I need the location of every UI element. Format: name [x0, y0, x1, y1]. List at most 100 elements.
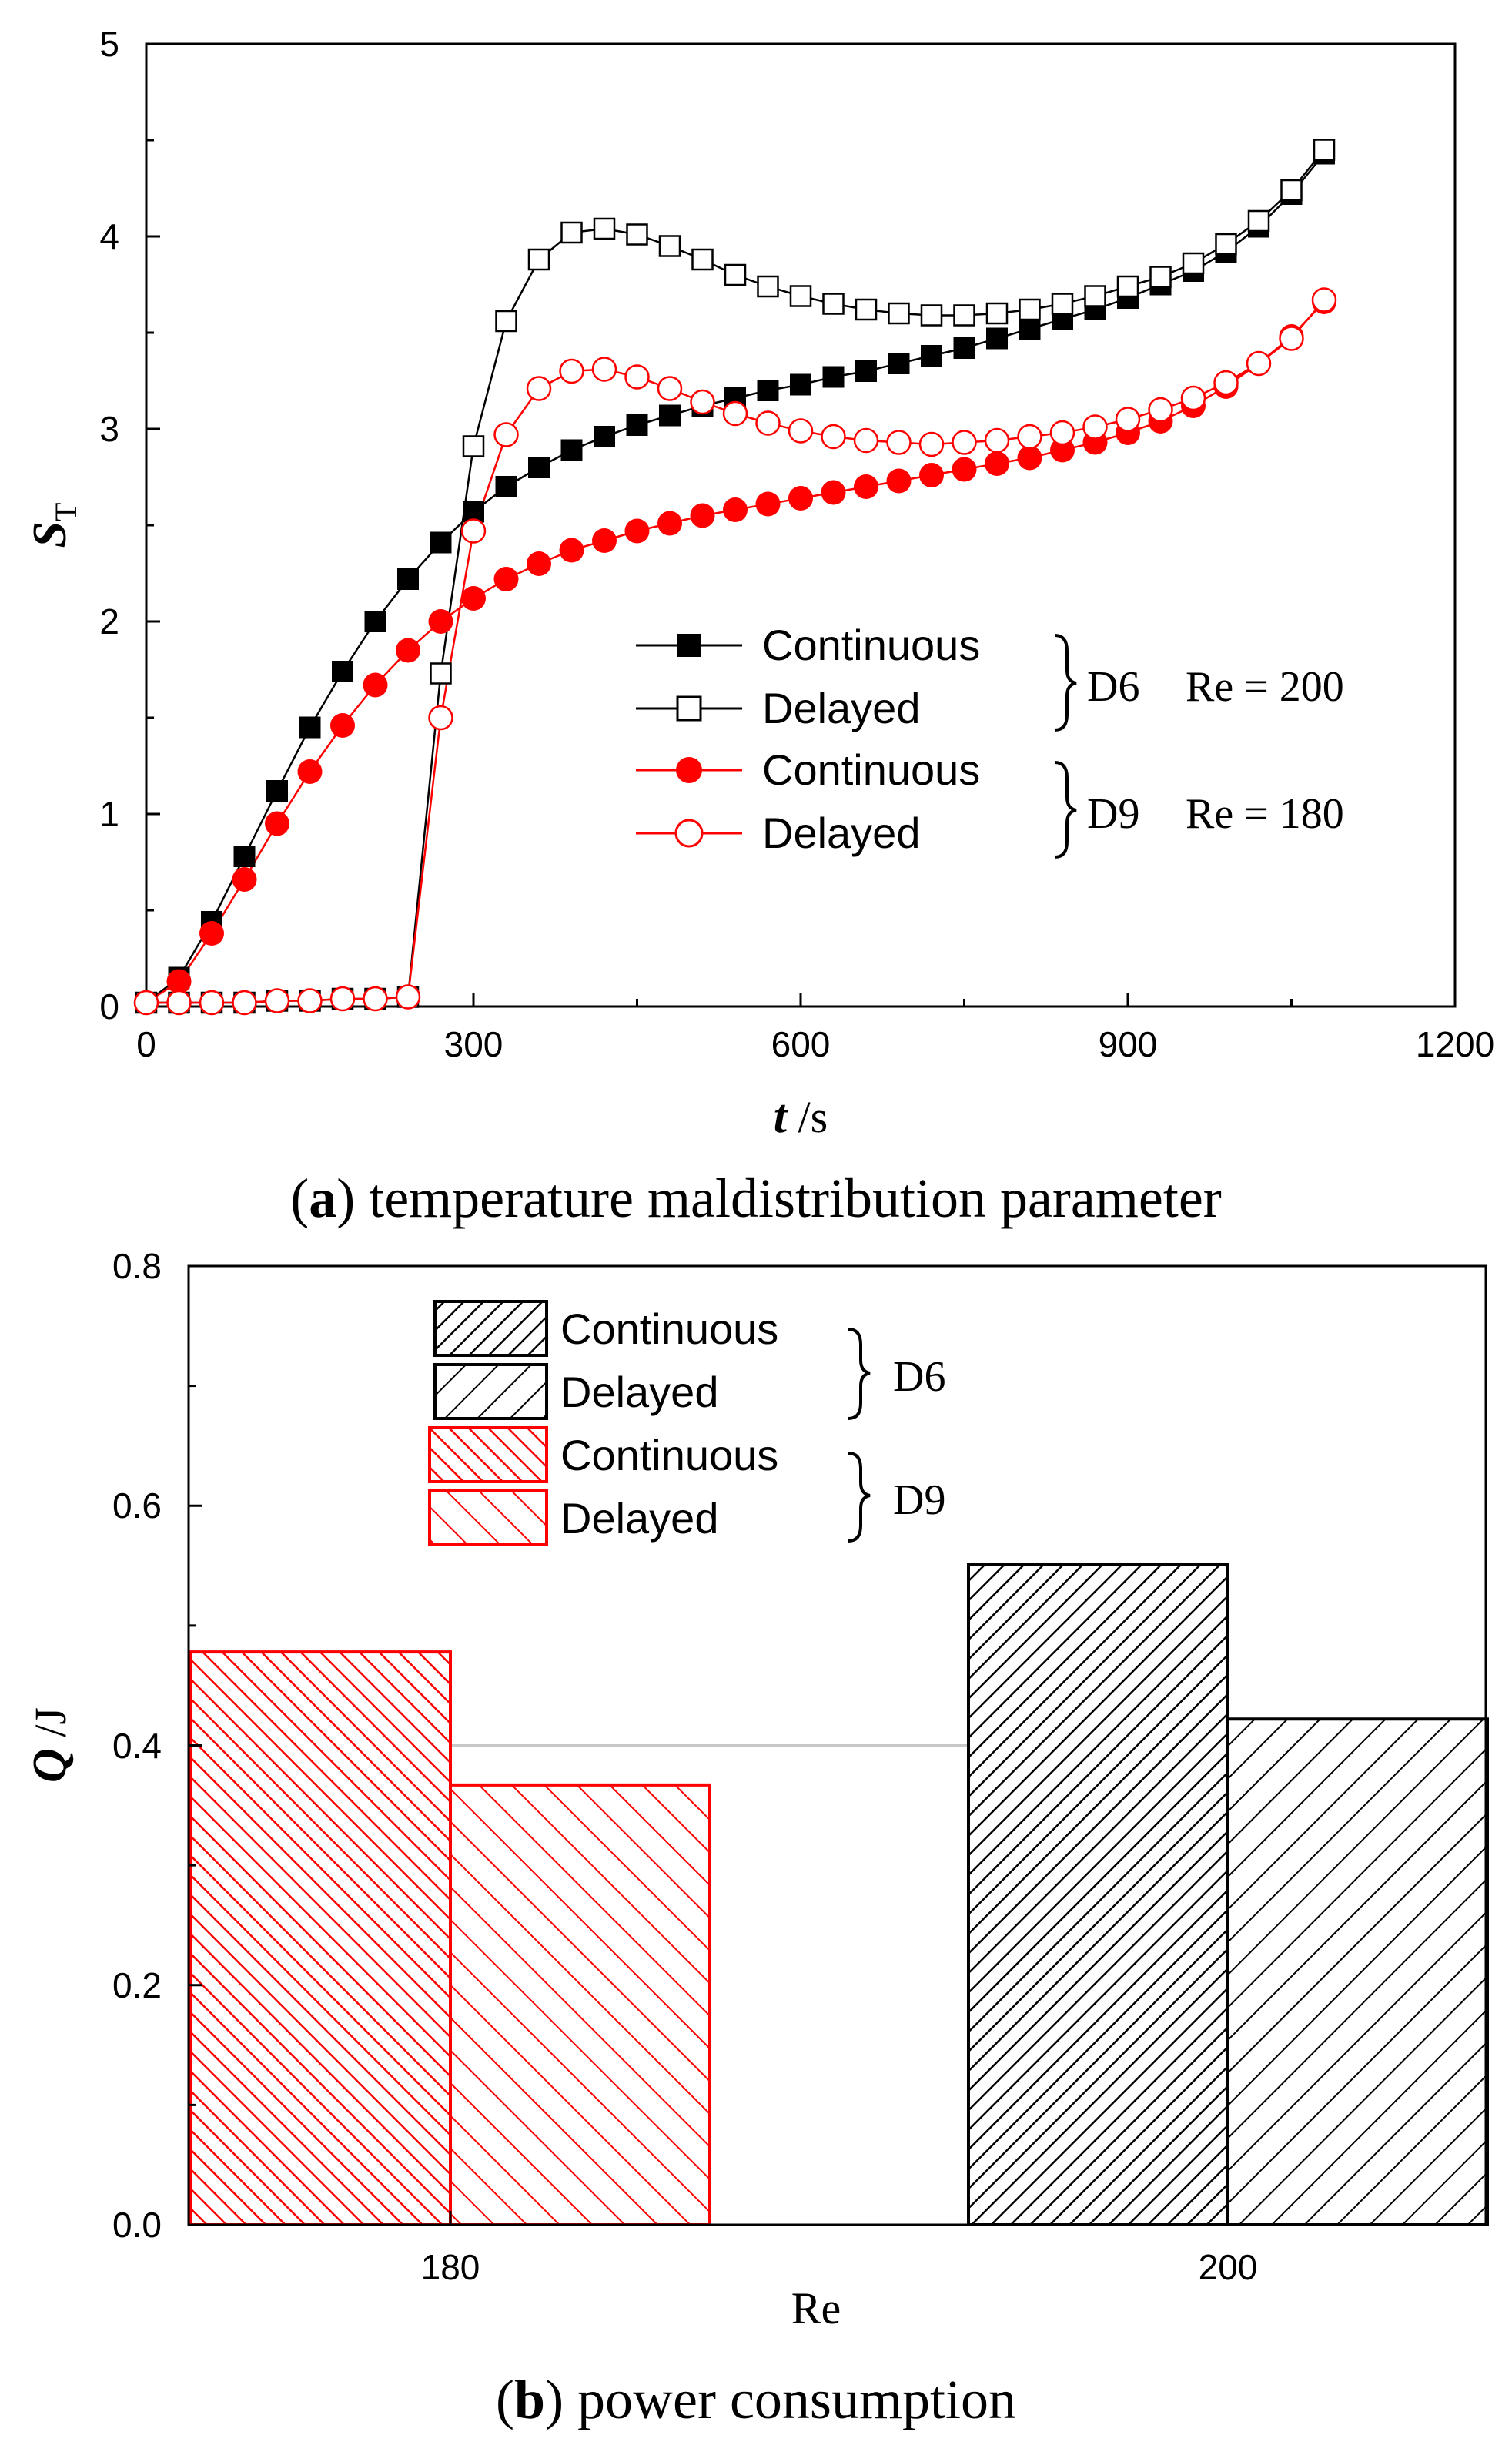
y-tick-label: 3	[99, 409, 119, 449]
data-point	[332, 661, 353, 682]
caption-a: (a) temperature maldistribution paramete…	[290, 1167, 1222, 1229]
data-point	[853, 427, 879, 454]
data-point	[363, 672, 388, 698]
y-tick-label: 1	[99, 794, 119, 834]
data-point	[722, 400, 748, 427]
x-axis-title: Re	[791, 2283, 841, 2333]
open-square-marker	[676, 695, 702, 722]
data-point	[1180, 385, 1206, 411]
data-point	[952, 430, 977, 455]
legend-swatch	[428, 1489, 548, 1546]
filled-circle-marker	[676, 757, 702, 783]
filled-square-marker	[677, 634, 701, 657]
y-tick-label: 5	[99, 24, 119, 64]
legend-swatch	[428, 1426, 548, 1483]
data-point	[430, 531, 452, 554]
data-point	[1215, 233, 1237, 256]
plot-b-bars	[189, 1563, 1489, 2227]
data-point	[495, 476, 517, 497]
data-point	[330, 713, 355, 738]
y-tick-label: 2	[99, 601, 119, 641]
data-point	[821, 480, 846, 505]
plot-b-legend: Continuous Delayed Continuous Delayed D6…	[428, 1300, 945, 1546]
data-point	[232, 990, 257, 1016]
open-circle-marker	[674, 819, 704, 848]
data-point	[821, 424, 846, 450]
bar	[1226, 1717, 1489, 2226]
data-point	[921, 345, 942, 367]
data-point	[1313, 139, 1336, 161]
data-point	[493, 567, 519, 591]
data-point	[526, 376, 552, 401]
data-point	[264, 988, 290, 1013]
data-point	[624, 518, 650, 544]
legend-label: Continuous	[762, 621, 980, 669]
x-axis-title: t /s	[774, 1090, 828, 1143]
data-point	[920, 304, 943, 327]
panel-b-bar-chart: 0.0 0.2 0.4 0.6 0.8 180 200 Re Q /J Cont…	[24, 1246, 1489, 2430]
legend-brace	[1054, 634, 1077, 732]
data-point	[1213, 370, 1239, 396]
data-point	[527, 551, 551, 576]
legend-swatch	[433, 1363, 548, 1420]
y-axis-title: Q /J	[24, 1707, 76, 1783]
data-point	[1280, 179, 1303, 202]
data-point	[1279, 326, 1304, 351]
data-point	[757, 275, 779, 298]
data-point	[1247, 209, 1270, 233]
data-point	[1246, 350, 1272, 377]
data-point	[299, 716, 321, 739]
data-point	[659, 404, 681, 427]
data-point	[626, 414, 648, 436]
y-axis-title: ST	[24, 503, 83, 548]
data-point	[233, 846, 256, 867]
y-tick-label: 0.8	[112, 1246, 162, 1286]
x-tick-label: 600	[771, 1024, 831, 1064]
data-point	[430, 662, 452, 685]
bar	[449, 1783, 711, 2226]
legend-label: Continuous	[560, 1431, 778, 1479]
data-point	[297, 988, 323, 1013]
data-point	[461, 586, 486, 611]
data-point	[133, 990, 159, 1016]
x-tick-label: 180	[421, 2247, 480, 2287]
data-point	[395, 984, 421, 1010]
plot-a-frame	[145, 42, 1457, 1008]
data-point	[528, 457, 550, 478]
data-point	[888, 302, 910, 325]
data-point	[363, 986, 388, 1012]
data-point	[593, 217, 616, 240]
data-point	[396, 638, 420, 663]
data-point	[559, 358, 584, 384]
legend-brace	[1054, 761, 1077, 859]
data-point	[822, 366, 845, 388]
data-point	[986, 327, 1008, 350]
data-point	[855, 298, 878, 321]
data-point	[560, 439, 583, 461]
data-point	[592, 528, 617, 553]
data-point	[1084, 285, 1106, 307]
y-tick-label: 0.4	[112, 1726, 162, 1766]
plot-a-ticks	[145, 42, 1457, 1008]
data-point	[527, 248, 550, 271]
data-point	[1017, 424, 1042, 450]
data-point	[1019, 318, 1041, 340]
data-point	[329, 986, 356, 1012]
data-point	[788, 418, 814, 444]
y-tick-label: 0.6	[112, 1486, 162, 1526]
data-point	[1311, 287, 1337, 313]
bar	[967, 1563, 1229, 2226]
data-point	[657, 511, 682, 536]
legend-swatch	[433, 1300, 548, 1357]
data-point	[984, 427, 1010, 454]
y-tick-label: 0.2	[112, 1965, 162, 2005]
data-point	[166, 969, 192, 994]
group-label: D6	[893, 1353, 945, 1401]
legend-brace	[848, 1452, 871, 1543]
data-point	[297, 759, 323, 784]
legend-label: Delayed	[762, 809, 920, 857]
caption-b: (b) power consumption	[496, 2369, 1016, 2430]
group-re-label: Re = 200	[1186, 663, 1344, 711]
data-point	[723, 497, 748, 522]
data-point	[428, 705, 453, 731]
